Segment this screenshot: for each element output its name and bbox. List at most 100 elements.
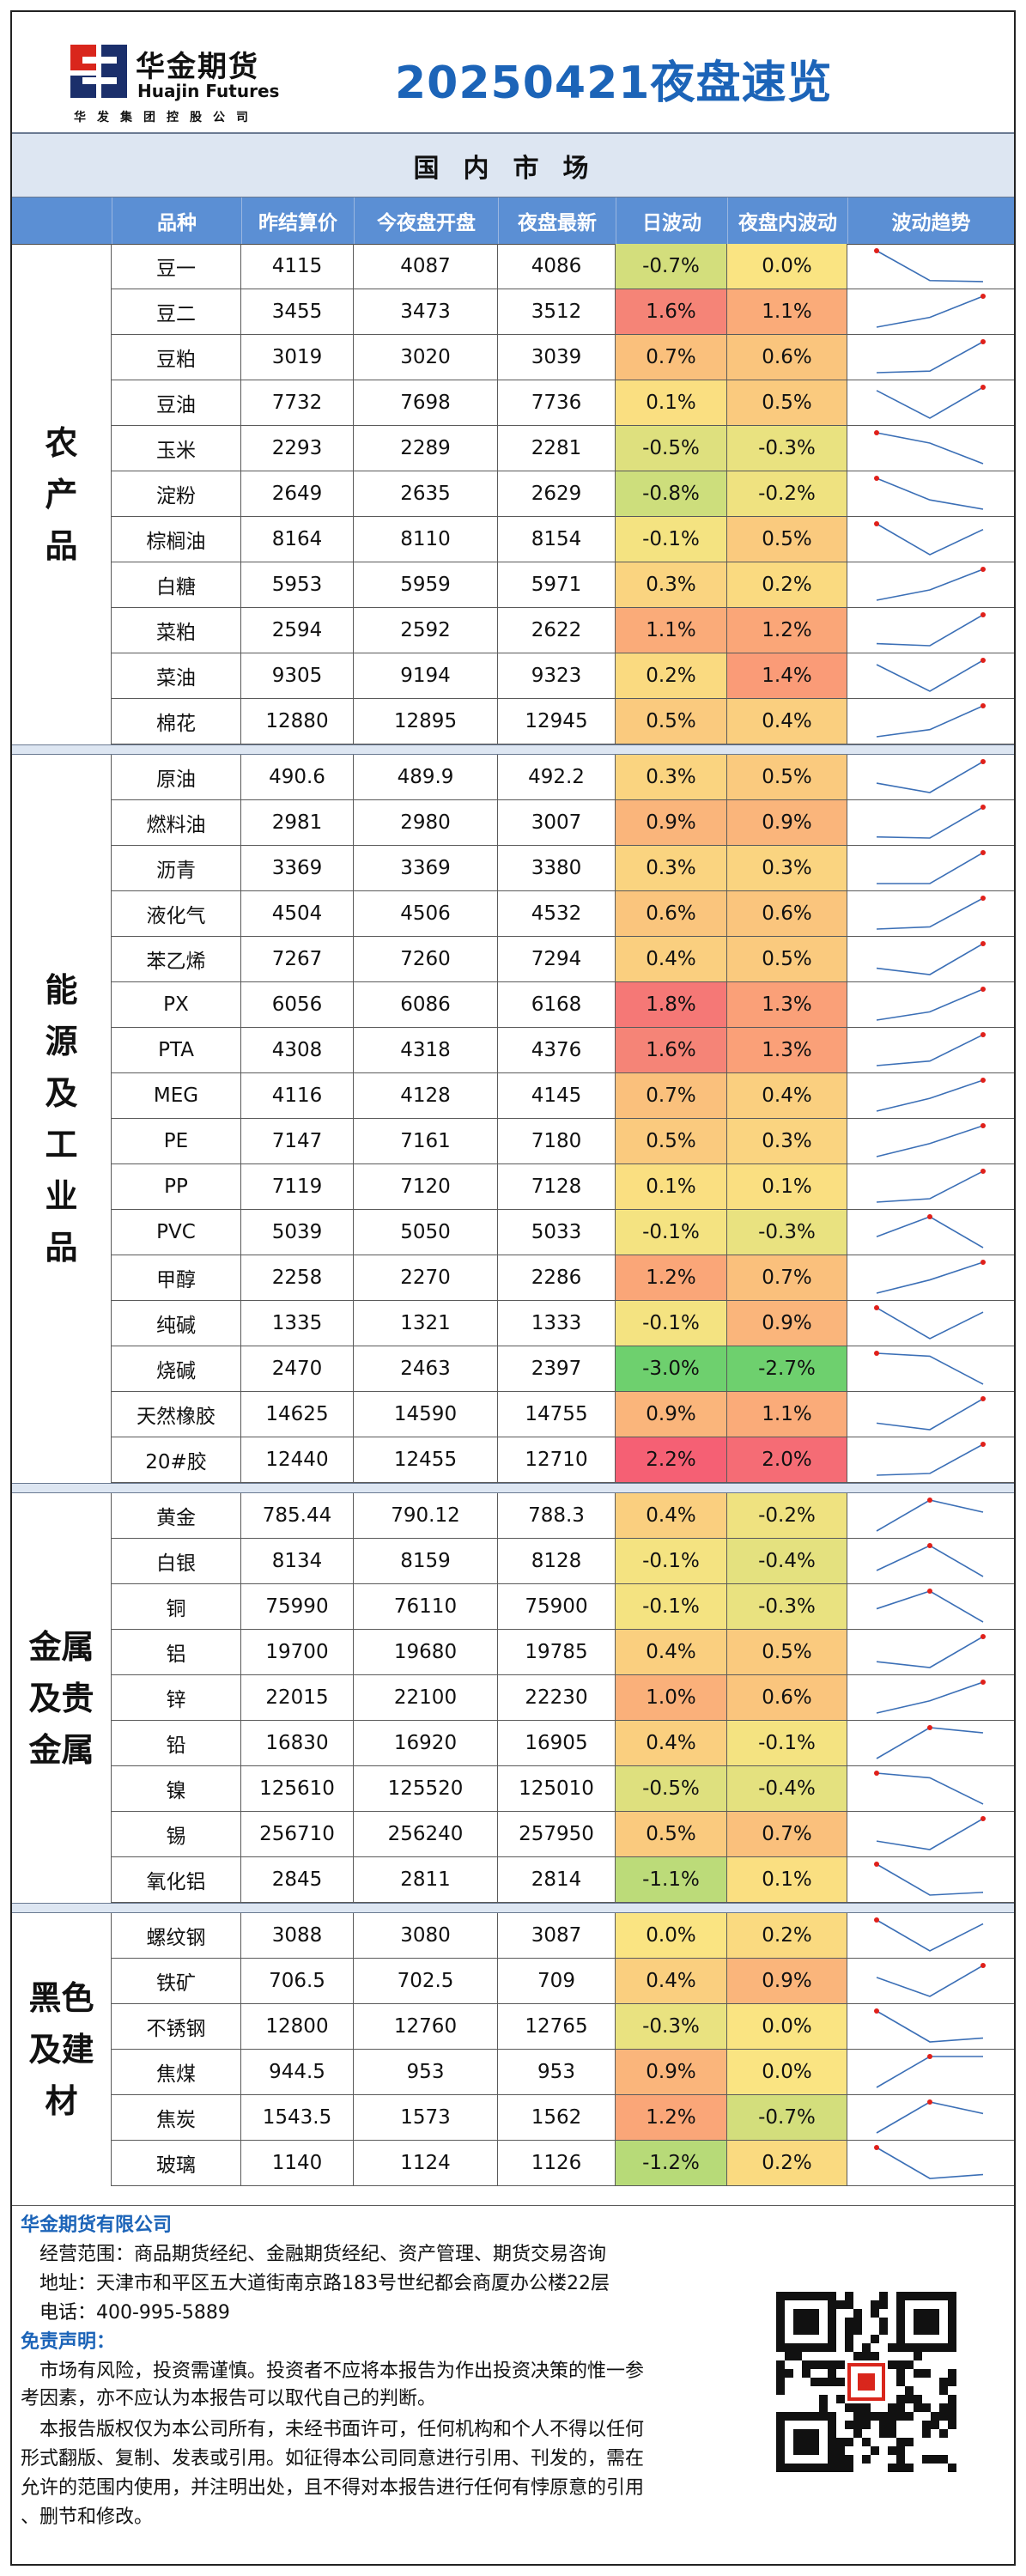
table-row: PE 7147 7161 7180 0.5% 0.3%	[112, 1119, 1014, 1164]
trend-line	[876, 250, 984, 283]
prev-settle-cell: 5039	[241, 1210, 354, 1255]
trend-sparkline	[874, 521, 984, 556]
report-title: 20250421夜盘速览	[395, 58, 833, 109]
prev-settle-cell: 6056	[241, 982, 354, 1027]
disclaimer-line: 考因素，亦不应认为本报告可以取代自己的判断。	[21, 2388, 437, 2409]
footer-company: 华金期货有限公司	[21, 2215, 173, 2236]
variety-cell: 锌	[112, 1675, 241, 1720]
night-last-cell: 257950	[498, 1812, 616, 1856]
disclaimer-line: 、删节和修改。	[21, 2506, 154, 2528]
prev-settle-cell: 12880	[241, 699, 354, 744]
trend-sparkline	[876, 987, 986, 1021]
trend-line	[876, 806, 984, 839]
night-open-cell: 1573	[354, 2095, 498, 2140]
variety-cell: 不锈钢	[112, 2004, 241, 2049]
huajin-logo-icon	[70, 45, 127, 98]
night-open-cell: 22100	[354, 1675, 498, 1720]
table-row: 豆二 3455 3473 3512 1.6% 1.1%	[112, 289, 1014, 335]
night-change-cell: 0.9%	[727, 800, 847, 845]
day-change-cell: -3.0%	[616, 1346, 727, 1391]
variety-cell: 苯乙烯	[112, 937, 241, 981]
day-change-cell: 0.5%	[616, 1119, 727, 1163]
table-row: 铝 19700 19680 19785 0.4% 0.5%	[112, 1630, 1014, 1675]
header-prev-settle: 昨结算价	[241, 197, 354, 244]
trend-high-marker	[874, 1771, 879, 1776]
night-change-cell: 0.5%	[727, 937, 847, 981]
night-change-cell: 1.1%	[727, 289, 847, 334]
night-change-cell: 0.3%	[727, 846, 847, 890]
night-open-cell: 9194	[354, 653, 498, 698]
trend-line	[876, 1352, 984, 1385]
night-last-cell: 3087	[498, 1913, 616, 1958]
night-change-cell: 0.7%	[727, 1255, 847, 1300]
trend-high-marker	[980, 1680, 986, 1685]
night-last-cell: 4086	[498, 244, 616, 289]
day-change-cell: -1.1%	[616, 1857, 727, 1902]
trend-high-marker	[874, 476, 879, 481]
trend-line	[876, 1499, 984, 1532]
night-last-cell: 22230	[498, 1675, 616, 1720]
trend-line	[876, 1307, 984, 1340]
prev-settle-cell: 75990	[241, 1584, 354, 1629]
night-open-cell: 2592	[354, 608, 498, 653]
day-change-cell: -0.3%	[616, 2004, 727, 2049]
trend-line	[876, 2147, 984, 2179]
variety-cell: 淀粉	[112, 471, 241, 516]
prev-settle-cell: 1140	[241, 2141, 354, 2185]
night-open-cell: 1321	[354, 1301, 498, 1346]
day-change-cell: 0.4%	[616, 1493, 727, 1538]
variety-cell: 液化气	[112, 891, 241, 936]
prev-settle-cell: 22015	[241, 1675, 354, 1720]
day-change-cell: -0.1%	[616, 517, 727, 562]
table-row: 苯乙烯 7267 7260 7294 0.4% 0.5%	[112, 937, 1014, 982]
trend-high-marker	[980, 1169, 986, 1174]
brand-name-cn: 华金期货	[136, 50, 259, 84]
header-variety: 品种	[112, 197, 241, 244]
night-change-cell: 0.5%	[727, 755, 847, 799]
trend-high-marker	[874, 1351, 879, 1356]
table-row: 烧碱 2470 2463 2397 -3.0% -2.7%	[112, 1346, 1014, 1392]
trend-sparkline	[876, 1725, 984, 1759]
trend-sparkline	[876, 1032, 986, 1066]
variety-cell: 沥青	[112, 846, 241, 890]
variety-cell: 豆二	[112, 289, 241, 334]
night-open-cell: 76110	[354, 1584, 498, 1629]
prev-settle-cell: 944.5	[241, 2050, 354, 2094]
trend-high-marker	[980, 1816, 986, 1821]
trend-high-marker	[927, 2054, 932, 2059]
trend-sparkline	[874, 1917, 984, 1952]
night-last-cell: 16905	[498, 1721, 616, 1765]
night-open-cell: 14590	[354, 1392, 498, 1437]
prev-settle-cell: 8164	[241, 517, 354, 562]
trend-high-marker	[980, 294, 986, 299]
trend-high-marker	[874, 521, 879, 526]
group-label-text: 金属及贵金属	[28, 1627, 94, 1769]
night-last-cell: 8128	[498, 1539, 616, 1583]
table-row: 豆油 7732 7698 7736 0.1% 0.5%	[112, 380, 1014, 426]
night-open-cell: 8110	[354, 517, 498, 562]
trend-high-marker	[874, 2008, 879, 2014]
night-open-cell: 2980	[354, 800, 498, 845]
night-last-cell: 125010	[498, 1766, 616, 1811]
variety-cell: 菜油	[112, 653, 241, 698]
variety-cell: 焦煤	[112, 2050, 241, 2094]
prev-settle-cell: 2981	[241, 800, 354, 845]
trend-sparkline	[874, 1771, 984, 1805]
night-change-cell: -0.7%	[727, 2095, 847, 2140]
night-open-cell: 702.5	[354, 1959, 498, 2003]
prev-settle-cell: 3455	[241, 289, 354, 334]
night-change-cell: 0.2%	[727, 1913, 847, 1958]
variety-cell: 甲醇	[112, 1255, 241, 1300]
trend-line	[876, 2101, 984, 2134]
night-last-cell: 2814	[498, 1857, 616, 1902]
night-open-cell: 2811	[354, 1857, 498, 1902]
trend-line	[876, 432, 984, 465]
trend-high-marker	[927, 1725, 932, 1730]
trend-sparkline	[874, 2145, 984, 2179]
prev-settle-cell: 8134	[241, 1539, 354, 1583]
night-change-cell: 0.7%	[727, 1812, 847, 1856]
night-open-cell: 953	[354, 2050, 498, 2094]
trend-line	[876, 477, 984, 510]
day-change-cell: 0.4%	[616, 1721, 727, 1765]
trend-sparkline	[876, 385, 986, 419]
